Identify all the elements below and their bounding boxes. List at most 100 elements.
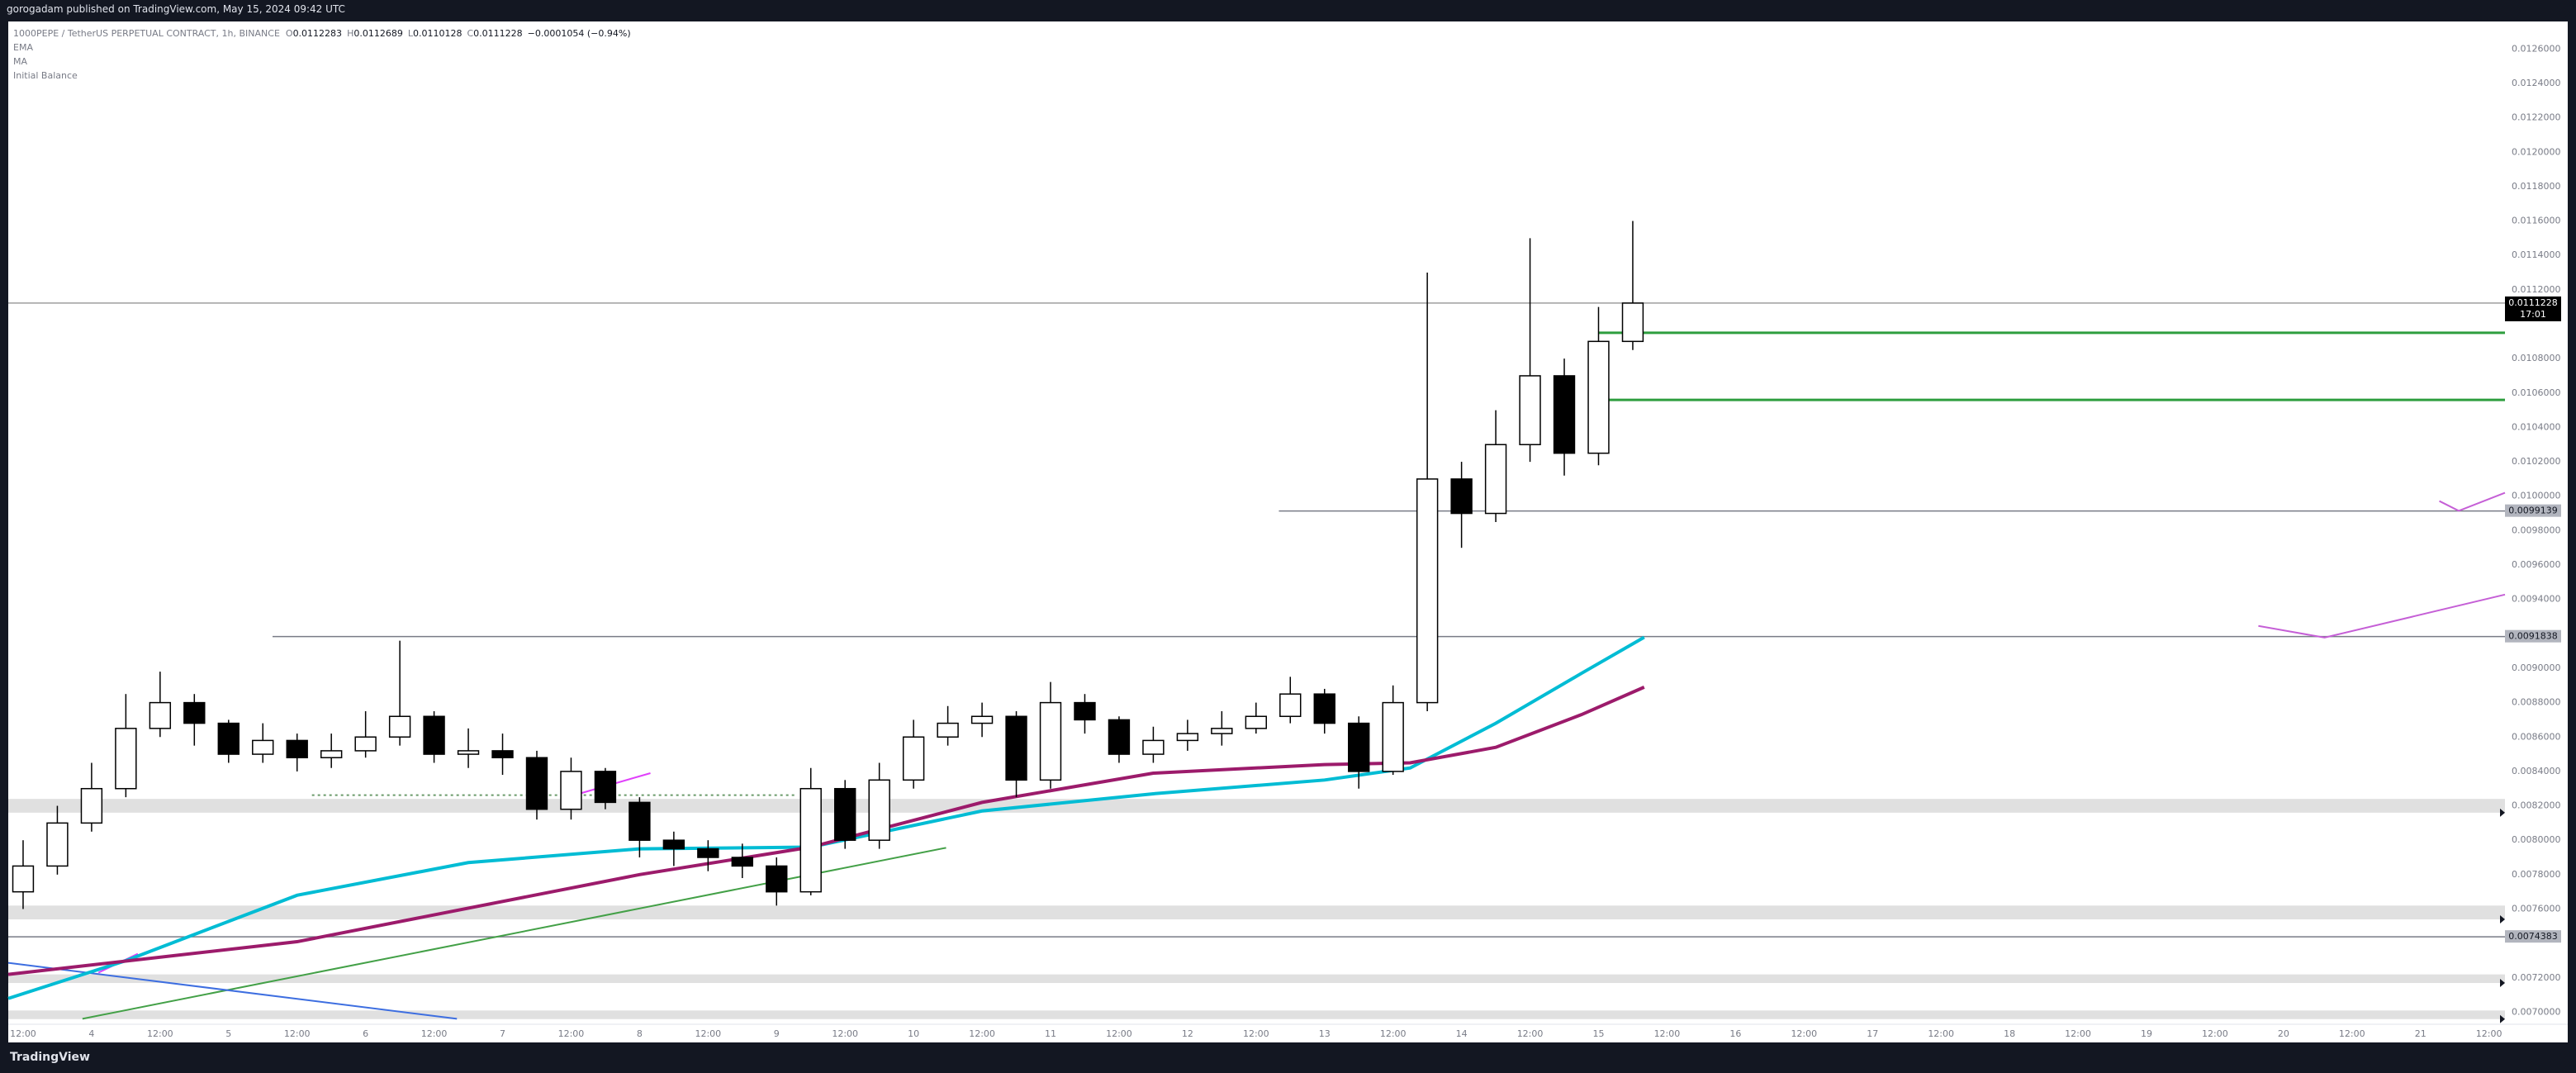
- x-tick-label: 14: [1456, 1028, 1468, 1039]
- y-tick-label: 0.0112000: [2512, 284, 2561, 295]
- candle-body: [629, 801, 651, 841]
- x-tick-label: 12:00: [1928, 1028, 1954, 1039]
- candle-body: [1176, 733, 1199, 742]
- candle-body: [1484, 444, 1507, 515]
- indicator: MA: [13, 56, 28, 67]
- legend: 1000PEPE / TetherUS PERPETUAL CONTRACT, …: [13, 26, 636, 83]
- ohlc-value: 0.0110128: [412, 28, 463, 39]
- candle-body: [149, 701, 172, 729]
- x-tick-label: 12:00: [1106, 1028, 1132, 1039]
- zone-arrow: [2500, 808, 2505, 817]
- y-tick-label: 0.0090000: [2512, 662, 2561, 673]
- candle-body: [1074, 701, 1096, 721]
- candle-body: [937, 722, 959, 738]
- candle-body: [970, 715, 994, 724]
- price-label: 0.0099139: [2508, 506, 2558, 516]
- ohlc-key: L: [407, 28, 413, 39]
- trendline: [2439, 491, 2506, 512]
- price-label: 0.0074383: [2508, 931, 2558, 942]
- x-tick-label: 20: [2278, 1028, 2289, 1039]
- x-tick-label: 12:00: [1380, 1028, 1407, 1039]
- candle-body: [320, 750, 343, 758]
- candle-body: [1142, 739, 1165, 755]
- candle-body: [1039, 701, 1062, 781]
- candle-body: [1553, 375, 1576, 454]
- y-tick-label: 0.0118000: [2512, 181, 2561, 192]
- x-tick-label: 12:00: [1791, 1028, 1817, 1039]
- x-tick-label: 12:00: [147, 1028, 173, 1039]
- x-tick-label: 12: [1182, 1028, 1193, 1039]
- y-tick-label: 0.0078000: [2512, 869, 2561, 880]
- chart-background: [8, 21, 2568, 1042]
- candle-body: [697, 847, 719, 858]
- x-tick-label: 12:00: [2202, 1028, 2228, 1039]
- candle-body: [1005, 715, 1027, 781]
- candle-body: [252, 739, 274, 755]
- candle-body: [1348, 722, 1370, 772]
- candle-body: [1108, 719, 1131, 755]
- ohlc-key: O: [285, 28, 293, 39]
- y-tick-label: 0.0096000: [2512, 559, 2561, 570]
- ohlc-value: 0.0111228: [473, 28, 523, 39]
- y-tick-label: 0.0072000: [2512, 972, 2561, 983]
- y-tick-label: 0.0082000: [2512, 800, 2561, 811]
- y-tick-label: 0.0116000: [2512, 216, 2561, 226]
- zone: [8, 905, 2505, 919]
- candle-body: [46, 822, 69, 867]
- zone-arrow: [2500, 1014, 2505, 1023]
- candle-body: [868, 779, 890, 841]
- zone: [8, 974, 2505, 984]
- x-tick-label: 8: [637, 1028, 643, 1039]
- y-tick-label: 0.0122000: [2512, 112, 2561, 123]
- x-tick-label: 12:00: [832, 1028, 858, 1039]
- candle-body: [183, 701, 206, 724]
- candle-body: [1279, 693, 1302, 718]
- x-tick-label: 12:00: [284, 1028, 311, 1039]
- footer-logo[interactable]: TradingView: [10, 1051, 90, 1064]
- x-tick-label: 7: [500, 1028, 505, 1039]
- candle-body: [1313, 693, 1335, 724]
- price-label-box: [2505, 296, 2561, 321]
- candle-body: [217, 722, 240, 755]
- candle-body: [1416, 478, 1439, 704]
- indicator-line: [7, 635, 1645, 1000]
- y-tick-label: 0.0126000: [2512, 43, 2561, 54]
- candle-body: [902, 736, 925, 781]
- candle-body: [594, 771, 617, 804]
- candle-body: [766, 865, 788, 893]
- symbol-line: 1000PEPE / TetherUS PERPETUAL CONTRACT, …: [13, 26, 636, 40]
- x-tick-label: 12:00: [1517, 1028, 1544, 1039]
- zone-arrow: [2500, 914, 2505, 923]
- x-tick-label: 9: [774, 1028, 780, 1039]
- price-axis: [2505, 21, 2568, 1024]
- indicator-line: [7, 686, 1645, 976]
- ohlc-key: H: [347, 28, 354, 39]
- y-tick-label: 0.0088000: [2512, 697, 2561, 708]
- candle-body: [491, 750, 514, 758]
- x-tick-label: 17: [1867, 1028, 1878, 1039]
- x-tick-label: 15: [1592, 1028, 1604, 1039]
- x-tick-label: 21: [2415, 1028, 2427, 1039]
- ohlc-value: 0.0112689: [353, 28, 403, 39]
- candle-body: [1450, 478, 1473, 515]
- zone: [8, 799, 2505, 813]
- x-tick-label: 12:00: [969, 1028, 995, 1039]
- x-tick-label: 13: [1319, 1028, 1331, 1039]
- countdown: 17:01: [2520, 309, 2546, 320]
- candle-body: [662, 839, 686, 850]
- candle-body: [12, 865, 35, 893]
- x-tick-label: 12:00: [695, 1028, 721, 1039]
- y-tick-label: 0.0098000: [2512, 525, 2561, 535]
- x-tick-label: 12:00: [1243, 1028, 1269, 1039]
- price-label: 0.0111228: [2508, 297, 2558, 308]
- x-tick-label: 6: [363, 1028, 368, 1039]
- price-label: 0.0091838: [2508, 631, 2558, 642]
- x-tick-label: 12:00: [2476, 1028, 2502, 1039]
- candle-body: [1519, 375, 1541, 446]
- candle-body: [799, 787, 822, 893]
- candle-body: [1587, 340, 1610, 454]
- y-tick-label: 0.0076000: [2512, 903, 2561, 914]
- x-tick-label: 12:00: [1654, 1028, 1681, 1039]
